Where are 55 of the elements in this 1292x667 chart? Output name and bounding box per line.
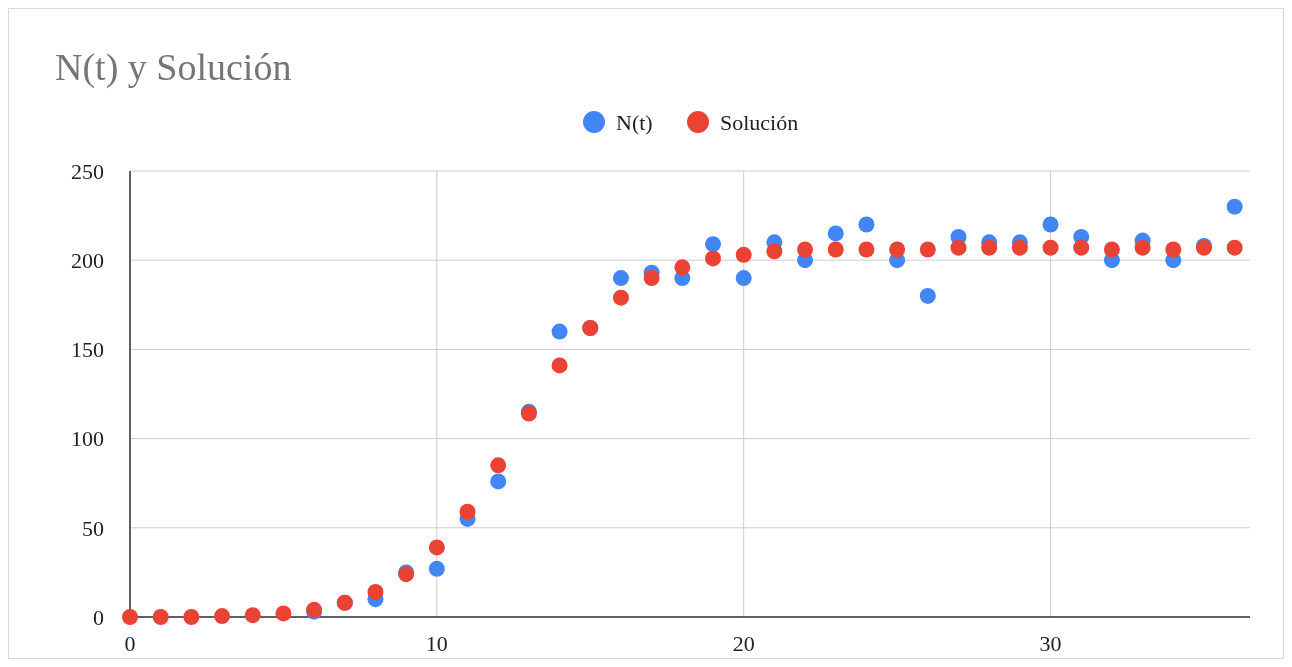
point [1226, 198, 1243, 215]
point [827, 241, 844, 258]
point [214, 608, 231, 625]
x-tick-label: 20 [732, 630, 755, 656]
point [612, 289, 629, 306]
point [1226, 239, 1243, 256]
point [797, 241, 814, 258]
x-tick-label: 30 [1039, 630, 1062, 656]
point [981, 239, 998, 256]
point [643, 270, 660, 287]
point [551, 357, 568, 374]
point [152, 609, 169, 625]
point [490, 457, 507, 474]
y-tick-label: 100 [71, 426, 104, 452]
point [183, 609, 200, 625]
point [490, 473, 507, 490]
legend-label: N(t) [616, 109, 653, 135]
point [459, 503, 476, 520]
y-tick-label: 150 [71, 337, 104, 363]
x-tick-label: 10 [425, 630, 448, 656]
point [674, 259, 691, 276]
point [858, 241, 875, 258]
point [889, 241, 906, 258]
point [1073, 239, 1090, 256]
point [1134, 239, 1151, 256]
legend-label: Solución [720, 109, 799, 135]
point [1165, 241, 1182, 258]
point [858, 216, 875, 233]
point [1042, 239, 1059, 256]
x-tick-label: 0 [124, 630, 136, 656]
chart-title: N(t) y Solución [55, 46, 292, 89]
y-tick-label: 200 [71, 247, 104, 273]
point [428, 560, 445, 577]
point [919, 287, 936, 304]
point [735, 270, 752, 287]
y-tick-label: 0 [93, 604, 104, 630]
point [766, 243, 783, 260]
point [551, 323, 568, 340]
point [1042, 216, 1059, 233]
point [275, 605, 292, 622]
point [122, 609, 138, 625]
point [244, 607, 261, 624]
point [428, 539, 445, 556]
point [827, 225, 844, 242]
point [705, 250, 722, 267]
point [1011, 239, 1028, 256]
y-tick-label: 50 [82, 515, 104, 541]
point [612, 270, 629, 287]
point [367, 584, 384, 601]
y-tick-label: 250 [71, 158, 104, 184]
point [919, 241, 936, 258]
point [1103, 241, 1120, 258]
point [735, 246, 752, 263]
point [705, 236, 722, 253]
point [950, 239, 967, 256]
